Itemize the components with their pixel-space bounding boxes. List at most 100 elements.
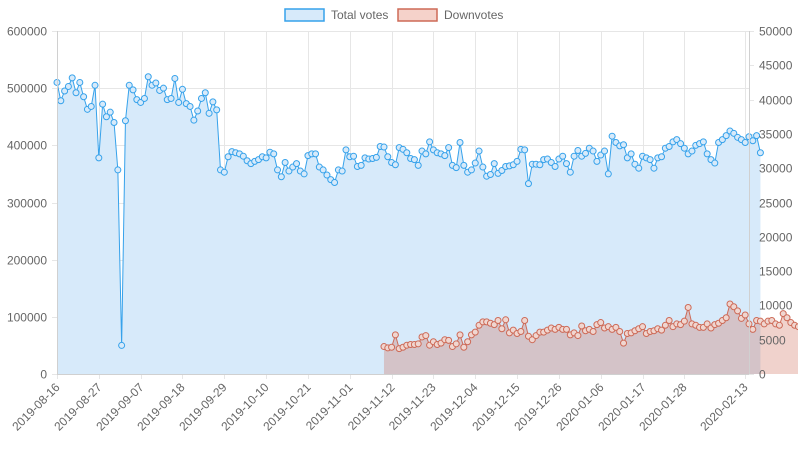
total-votes-point: [608, 132, 616, 140]
total-votes-point: [129, 86, 137, 94]
total-votes-point: [536, 161, 544, 169]
total-votes-point: [741, 138, 749, 146]
legend-label: Downvotes: [444, 8, 503, 22]
total-votes-point: [61, 87, 69, 95]
total-votes-point: [475, 147, 483, 155]
total-votes-point: [312, 150, 320, 158]
total-votes-point: [635, 164, 643, 172]
total-votes-point: [711, 159, 719, 167]
legend: Total votes Downvotes: [284, 8, 503, 22]
total-votes-point: [753, 132, 761, 140]
downvotes-point: [665, 316, 673, 324]
total-votes-point: [197, 94, 205, 102]
downvotes-point: [616, 327, 624, 335]
total-votes-point: [72, 89, 80, 97]
total-votes-point: [372, 153, 380, 161]
downvotes-point: [502, 316, 510, 324]
total-votes-point: [570, 152, 578, 160]
y-left-tick-label: 400000: [7, 139, 47, 153]
total-votes-point: [239, 152, 247, 160]
downvotes-area: [383, 304, 798, 374]
downvotes-point: [574, 332, 582, 340]
y-left-tick-label: 500000: [7, 82, 47, 96]
total-votes-point: [57, 97, 65, 105]
total-votes-point: [186, 102, 194, 110]
total-votes-point: [426, 138, 434, 146]
downvotes-point: [521, 316, 529, 324]
total-votes-point: [403, 149, 411, 157]
downvotes-point: [684, 303, 692, 311]
total-votes-point: [220, 168, 228, 176]
total-votes-point: [99, 100, 107, 108]
total-votes-point: [460, 161, 468, 169]
total-votes-point: [566, 168, 574, 176]
total-votes-point: [562, 160, 570, 168]
total-votes-point: [357, 161, 365, 169]
legend-swatch: [284, 8, 325, 22]
downvotes-point: [639, 323, 647, 331]
series-layer: [53, 73, 798, 374]
y-right-tick-label: 5000: [759, 334, 786, 348]
downvotes-point: [456, 331, 464, 339]
total-votes-point: [91, 81, 99, 89]
total-votes-point: [121, 117, 129, 125]
total-votes-point: [559, 152, 567, 160]
legend-item-total-votes: Total votes: [284, 8, 388, 22]
total-votes-point: [627, 150, 635, 158]
total-votes-point: [80, 93, 88, 101]
total-votes-point: [152, 79, 160, 87]
total-votes-point: [479, 163, 487, 171]
total-votes-point: [190, 116, 198, 124]
downvotes-point: [464, 338, 472, 346]
total-votes-point: [175, 98, 183, 106]
downvotes-point: [597, 319, 605, 327]
total-votes-point: [486, 170, 494, 178]
total-votes-point: [350, 152, 358, 160]
y-left-tick-label: 0: [40, 368, 47, 382]
total-votes-point: [574, 146, 582, 154]
downvotes-point: [445, 336, 453, 344]
total-votes-point: [445, 144, 453, 152]
legend-item-downvotes: Downvotes: [397, 8, 503, 22]
downvotes-point: [517, 327, 525, 335]
downvotes-point: [578, 322, 586, 330]
y-right-tick-label: 40000: [759, 94, 793, 108]
total-votes-point: [756, 149, 764, 157]
total-votes-point: [270, 150, 278, 158]
total-votes-point: [658, 153, 666, 161]
downvotes-point: [680, 317, 688, 325]
y-left-tick-label: 600000: [7, 25, 47, 39]
total-votes-point: [582, 149, 590, 157]
x-tick-label: 2020-02-13: [697, 380, 751, 434]
total-votes-point: [319, 166, 327, 174]
y-left-tick-label: 100000: [7, 311, 47, 325]
total-votes-point: [384, 153, 392, 161]
total-votes-point: [167, 94, 175, 102]
total-votes-point: [224, 153, 232, 161]
total-votes-point: [471, 159, 479, 167]
legend-label: Total votes: [331, 8, 388, 22]
total-votes-point: [410, 156, 418, 164]
y-right-tick-label: 50000: [759, 25, 793, 39]
total-votes-point: [76, 78, 84, 86]
total-votes-point: [490, 160, 498, 168]
downvotes-point: [741, 311, 749, 319]
y-right-tick-label: 20000: [759, 231, 793, 245]
total-votes-point: [171, 74, 179, 82]
downvotes-point: [388, 343, 396, 351]
total-votes-point: [118, 341, 126, 349]
y-left-tick-label: 300000: [7, 197, 47, 211]
total-votes-point: [338, 167, 346, 175]
total-votes-point: [601, 147, 609, 155]
y-right-tick-label: 45000: [759, 59, 793, 73]
total-votes-point: [699, 138, 707, 146]
total-votes-point: [620, 141, 628, 149]
downvotes-point: [460, 343, 468, 351]
total-votes-point: [114, 166, 122, 174]
downvotes-point: [722, 314, 730, 322]
total-votes-point: [342, 146, 350, 154]
downvotes-point: [661, 321, 669, 329]
total-votes-point: [159, 84, 167, 92]
